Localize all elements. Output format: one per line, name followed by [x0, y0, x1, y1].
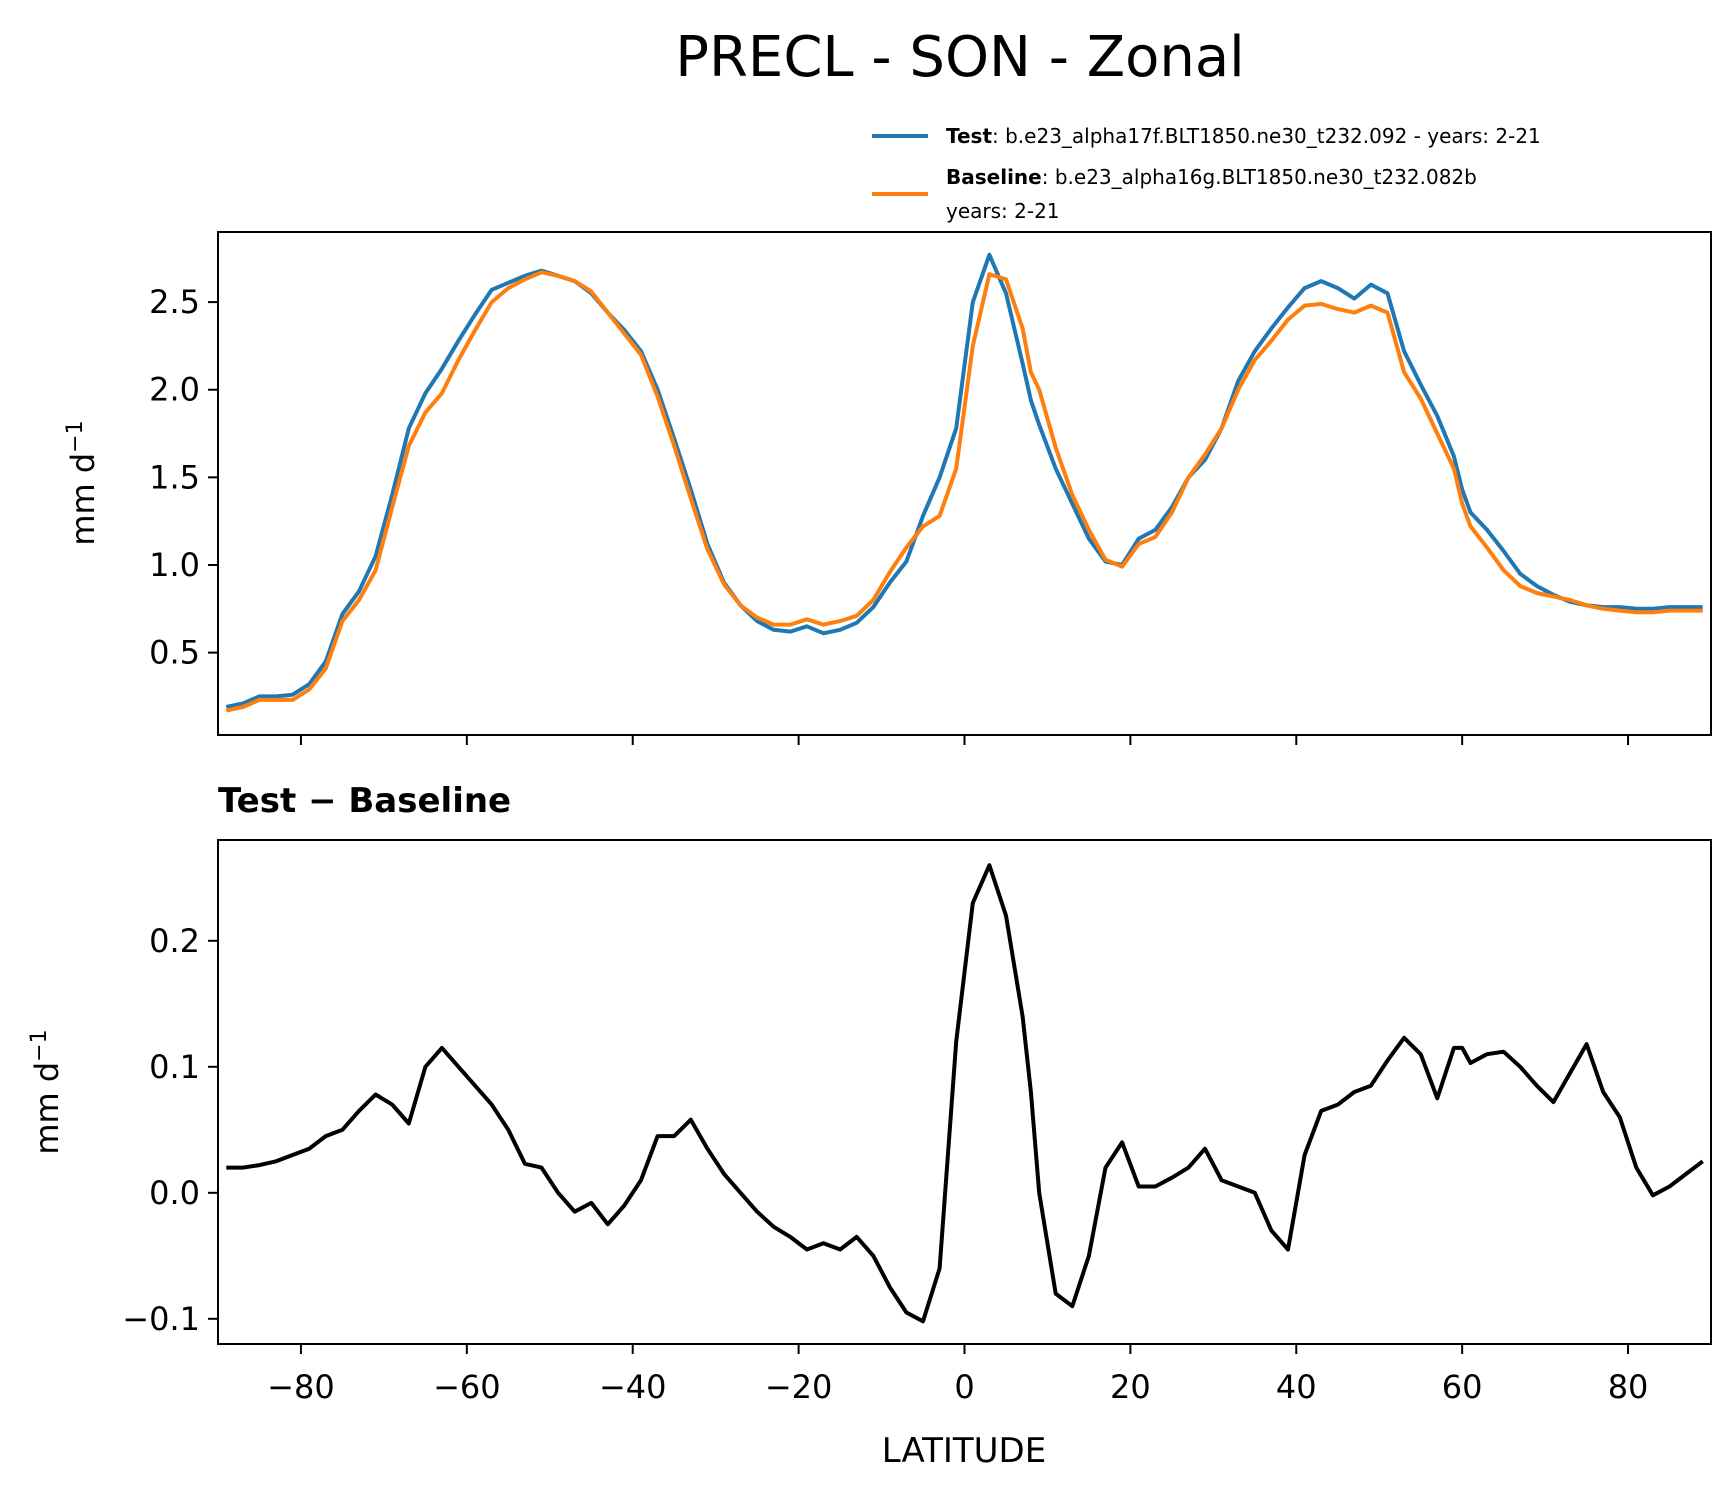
top-y-tick-label: 0.5 — [149, 634, 200, 672]
top-ylabel-sup: −1 — [63, 420, 88, 452]
legend-baseline-entry: Baseline: b.e23_alpha16g.BLT1850.ne30_t2… — [946, 165, 1477, 189]
bottom-y-ticks: −0.1 0.0 0.1 0.2 — [122, 922, 218, 1338]
top-y-tick-label: 2.5 — [149, 283, 200, 321]
bottom-panel-title: Test − Baseline — [218, 781, 511, 821]
top-plot-area — [225, 252, 1703, 713]
top-axes-frame — [217, 231, 1712, 736]
top-x-ticks — [299, 735, 1630, 745]
top-y-ticks: 0.5 1.0 1.5 2.0 2.5 — [149, 283, 218, 672]
bottom-x-tick-label: −40 — [599, 1368, 667, 1406]
top-ylabel-text: mm d — [64, 453, 102, 546]
bottom-x-tick-label: −80 — [267, 1368, 335, 1406]
bottom-x-ticks: −80 −60 −40 −20 0 20 40 60 80 — [267, 1344, 1648, 1406]
top-panel: 0.5 1.0 1.5 2.0 2.5 mm d−1 — [63, 231, 1712, 745]
legend-baseline-years: years: 2-21 — [946, 199, 1060, 223]
top-y-axis-label: mm d−1 — [63, 420, 102, 545]
top-series-line-test — [225, 252, 1703, 709]
legend-test-entry: Test: b.e23_alpha17f.BLT1850.ne30_t232.0… — [946, 124, 1541, 148]
bottom-x-tick-label: 40 — [1276, 1368, 1317, 1406]
bottom-plot-area — [226, 863, 1704, 1324]
top-y-tick-label: 1.5 — [149, 458, 200, 496]
bottom-y-tick-label: 0.1 — [149, 1048, 200, 1086]
bottom-x-tick-label: −20 — [765, 1368, 833, 1406]
bottom-ylabel-text: mm d — [28, 1062, 66, 1155]
bottom-y-tick-label: −0.1 — [122, 1300, 200, 1338]
bottom-y-tick-label: 0.2 — [149, 922, 200, 960]
bottom-series-line-test-baseline — [226, 863, 1704, 1324]
bottom-x-tick-label: 80 — [1608, 1368, 1649, 1406]
bottom-y-tick-label: 0.0 — [149, 1174, 200, 1212]
legend: Test: b.e23_alpha17f.BLT1850.ne30_t232.0… — [872, 124, 1541, 223]
bottom-axes-frame — [217, 839, 1712, 1345]
legend-baseline-text: : b.e23_alpha16g.BLT1850.ne30_t232.082b — [1042, 165, 1477, 189]
top-series-line-baseline — [225, 270, 1703, 713]
bottom-ylabel-sup: −1 — [27, 1029, 52, 1061]
x-axis-label: LATITUDE — [882, 1431, 1046, 1471]
legend-test-label: Test — [946, 124, 992, 148]
bottom-x-tick-label: 0 — [954, 1368, 974, 1406]
legend-test-text: : b.e23_alpha17f.BLT1850.ne30_t232.092 -… — [992, 124, 1541, 148]
bottom-panel: Test − Baseline −0.10.00.10.2 −80 −60 −40−… — [27, 781, 1712, 1471]
bottom-x-tick-label: −60 — [433, 1368, 501, 1406]
figure-title: PRECL - SON - Zonal — [675, 25, 1245, 90]
top-y-tick-label: 2.0 — [149, 371, 200, 409]
bottom-x-tick-label: 60 — [1442, 1368, 1483, 1406]
bottom-y-axis-label: mm d−1 — [27, 1029, 66, 1154]
legend-baseline-label: Baseline — [946, 165, 1042, 189]
bottom-x-tick-label: 20 — [1110, 1368, 1151, 1406]
top-y-tick-label: 1.0 — [149, 546, 200, 584]
